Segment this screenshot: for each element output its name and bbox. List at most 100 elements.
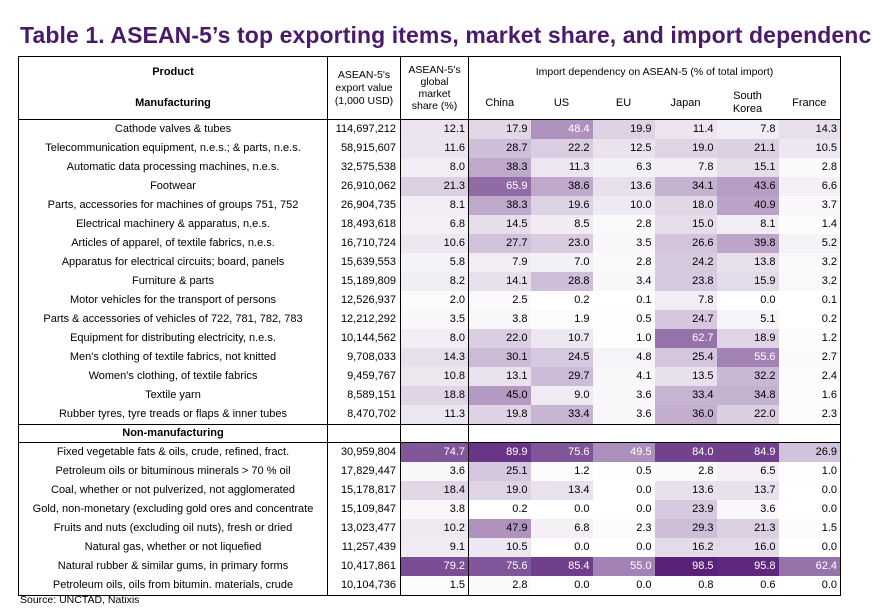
export-value: 11,257,439 [327,538,401,557]
dependency-korea: 0.6 [716,576,779,596]
product-name: Women's clothing, of textile fabrics [18,367,328,386]
dependency-us: 19.6 [530,196,593,215]
export-value: 15,178,817 [327,481,401,500]
dependency-korea: 8.1 [716,215,779,234]
market-share-value: 9.1 [400,538,469,557]
market-share-value: 6.8 [400,215,469,234]
market-share-value: 5.8 [400,253,469,272]
dependency-china: 2.5 [468,291,531,310]
country-eu: EU [592,86,655,120]
export-value: 114,697,212 [327,119,401,139]
dependency-korea: 22.0 [716,405,779,425]
dependency-eu: 3.5 [592,234,655,253]
table-row: Automatic data processing machines, n.e.… [18,158,841,177]
dependency-eu: 13.6 [592,177,655,196]
market-share-value: 3.5 [400,310,469,329]
dependency-japan: 29.3 [654,519,717,538]
product-name: Telecommunication equipment, n.e.s.; & p… [18,139,328,158]
table-row: Furniture & parts 15,189,809 8.2 14.1 28.8 3.… [18,272,841,291]
export-value: 15,639,553 [327,253,401,272]
country-south-korea: South Korea [716,86,779,120]
dependency-france: 2.7 [778,348,841,367]
dependency-korea: 43.6 [716,177,779,196]
dependency-france: 2.3 [778,405,841,425]
table-row: Textile yarn 8,589,151 18.8 45.0 9.0 3.6 33.4 3… [18,386,841,405]
dependency-china: 30.1 [468,348,531,367]
market-share-value: 18.8 [400,386,469,405]
table-row: Fruits and nuts (excluding oil nuts), fr… [18,519,841,538]
dependency-china: 45.0 [468,386,531,405]
export-value: 10,417,861 [327,557,401,576]
table-row: Gold, non-monetary (excluding gold ores … [18,500,841,519]
dependency-eu: 2.8 [592,253,655,272]
export-value: 18,493,618 [327,215,401,234]
dependency-france: 26.9 [778,442,841,462]
dependency-us: 11.3 [530,158,593,177]
table-row: Petroleum oils, oils from bitumin. mater… [18,576,841,596]
table-row: Telecommunication equipment, n.e.s.; & p… [18,139,841,158]
dependency-eu: 55.0 [592,557,655,576]
table-row: Articles of apparel, of textile fabrics,… [18,234,841,253]
market-share-value: 8.2 [400,272,469,291]
import-dependency-header: Import dependency on ASEAN-5 (% of total… [468,56,841,87]
dependency-us: 24.5 [530,348,593,367]
dependency-japan: 19.0 [654,139,717,158]
dependency-us: 23.0 [530,234,593,253]
market-share-value: 14.3 [400,348,469,367]
market-share-value: 10.2 [400,519,469,538]
market-share-value: 1.5 [400,576,469,596]
market-share-value: 8.0 [400,158,469,177]
dependency-japan: 34.1 [654,177,717,196]
dependency-france: 1.4 [778,215,841,234]
dependency-japan: 7.8 [654,158,717,177]
market-share-value: 11.3 [400,405,469,425]
dependency-france: 1.6 [778,386,841,405]
dependency-china: 38.3 [468,158,531,177]
table-row: Rubber tyres, tyre treads or flaps & inn… [18,405,841,425]
dependency-france: 2.8 [778,158,841,177]
product-name: Parts & accessories of vehicles of 722, … [18,310,328,329]
product-name: Fruits and nuts (excluding oil nuts), fr… [18,519,328,538]
table-row: Cathode valves & tubes 114,697,212 12.1 17.… [18,119,841,139]
country-us: US [530,86,593,120]
export-value: 32,575,538 [327,158,401,177]
country-japan: Japan [654,86,717,120]
dependency-korea: 13.8 [716,253,779,272]
dependency-china: 89.9 [468,442,531,462]
dependency-us: 22.2 [530,139,593,158]
dependency-china: 0.2 [468,500,531,519]
dependency-us: 6.8 [530,519,593,538]
table-title: Table 1. ASEAN-5’s top exporting items, … [20,22,872,48]
table-row: Apparatus for electrical circuits; board… [18,253,841,272]
product-name: Apparatus for electrical circuits; board… [18,253,328,272]
dependency-china: 22.0 [468,329,531,348]
dependency-us: 0.0 [530,576,593,596]
dependency-us: 1.9 [530,310,593,329]
manufacturing-header: Manufacturing [18,86,328,120]
market-share-value: 8.1 [400,196,469,215]
dependency-japan: 0.8 [654,576,717,596]
product-name: Men's clothing of textile fabrics, not k… [18,348,328,367]
dependency-us: 13.4 [530,481,593,500]
manufacturing-rows: Cathode valves & tubes 114,697,212 12.1 17.… [18,119,841,425]
dependency-japan: 7.8 [654,291,717,310]
dependency-france: 3.7 [778,196,841,215]
dependency-japan: 2.8 [654,462,717,481]
product-name: Petroleum oils, oils from bitumin. mater… [18,576,328,596]
product-name: Cathode valves & tubes [18,119,328,139]
dependency-france: 3.2 [778,272,841,291]
dependency-us: 28.8 [530,272,593,291]
dependency-korea: 16.0 [716,538,779,557]
dependency-eu: 0.0 [592,500,655,519]
dependency-china: 19.8 [468,405,531,425]
dependency-france: 2.4 [778,367,841,386]
table-row: Natural gas, whether or not liquefied 11,… [18,538,841,557]
dependency-eu: 0.0 [592,538,655,557]
dependency-china: 14.1 [468,272,531,291]
dependency-china: 14.5 [468,215,531,234]
dependency-japan: 25.4 [654,348,717,367]
dependency-us: 7.0 [530,253,593,272]
dependency-china: 65.9 [468,177,531,196]
table-row: Footwear 26,910,062 21.3 65.9 38.6 13.6 34.1 43… [18,177,841,196]
non-manufacturing-label: Non-manufacturing [18,424,328,443]
